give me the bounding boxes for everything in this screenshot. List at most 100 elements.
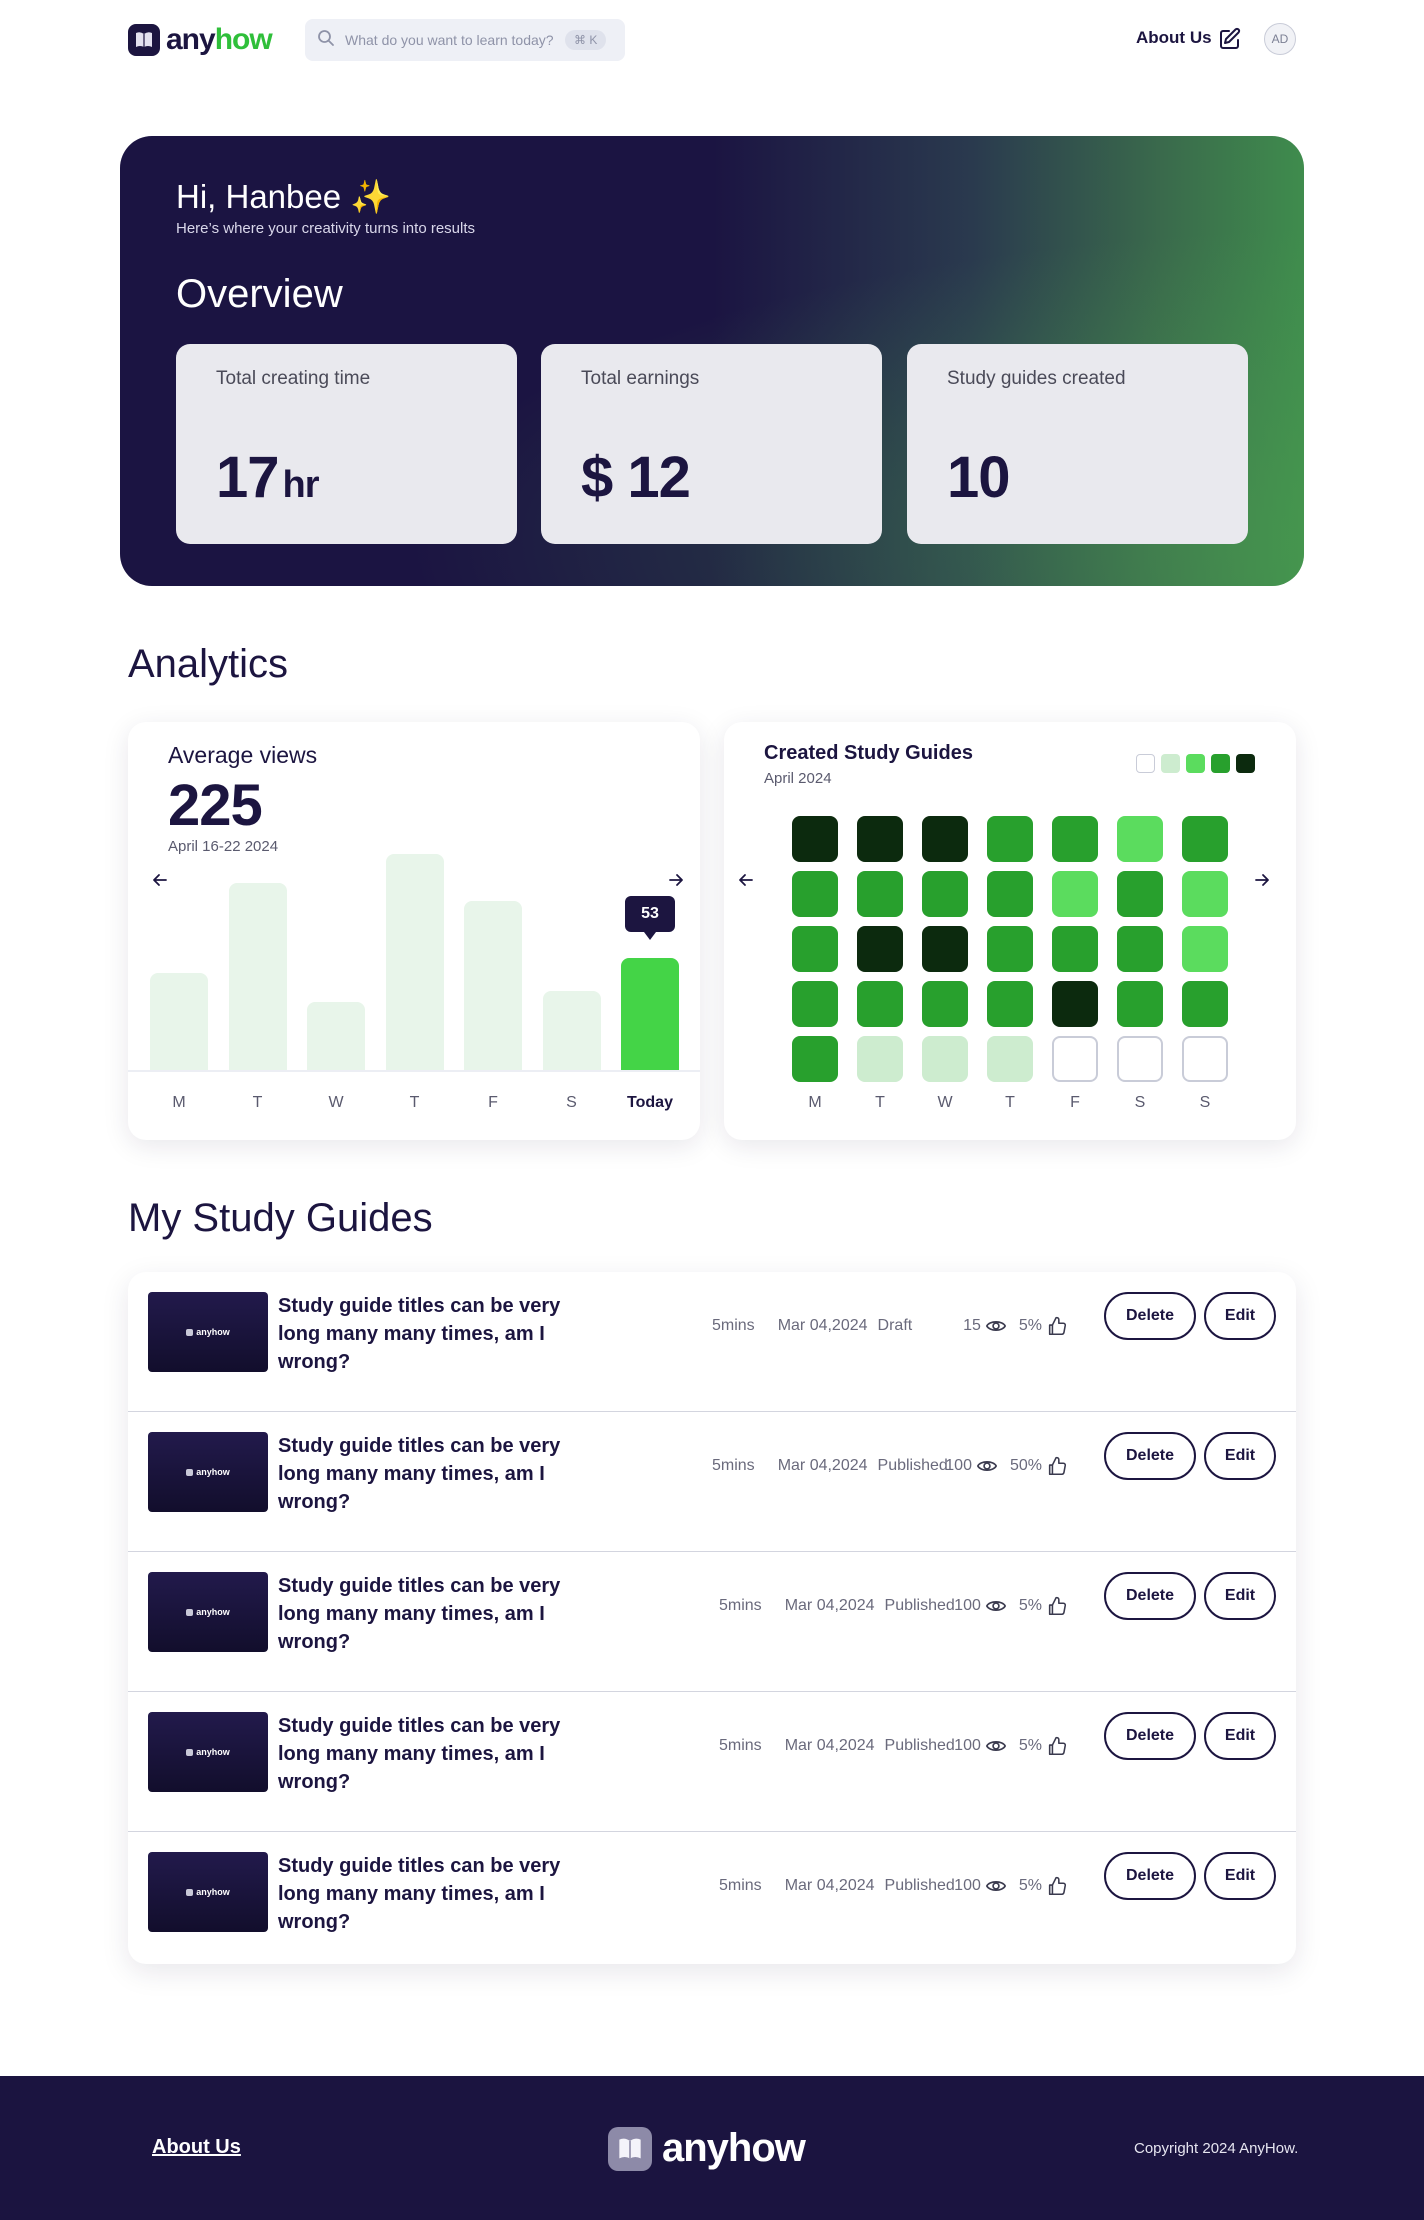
about-us-link[interactable]: About Us [1136, 28, 1212, 47]
heatmap-cell[interactable] [987, 981, 1033, 1027]
heatmap-cell[interactable] [922, 981, 968, 1027]
stat-label: Total creating time [216, 368, 371, 389]
heatmap-cell[interactable] [857, 981, 903, 1027]
heatmap-cell[interactable] [857, 926, 903, 972]
heatmap-cell[interactable] [922, 926, 968, 972]
heatmap-cell[interactable] [792, 926, 838, 972]
delete-button[interactable]: Delete [1104, 1292, 1196, 1340]
heatmap-cell[interactable] [1052, 1036, 1098, 1082]
search-icon [317, 29, 335, 52]
thumbnail-logo: anyhow [186, 1887, 230, 1897]
footer-logo[interactable]: anyhow [608, 2126, 806, 2171]
guide-meta: 5mins Mar 04,2024 Draft [712, 1272, 912, 1380]
heatmap-cell[interactable] [1182, 1036, 1228, 1082]
edit-icon[interactable] [1218, 27, 1242, 51]
views-bar[interactable] [150, 973, 208, 1070]
delete-button[interactable]: Delete [1104, 1852, 1196, 1900]
thumbnail-logo: anyhow [186, 1467, 230, 1477]
heatmap-cell[interactable] [1052, 926, 1098, 972]
search-bar[interactable]: ⌘ K [305, 19, 625, 61]
legend-swatch [1211, 754, 1230, 773]
guide-date: Mar 04,2024 [784, 1737, 875, 1754]
heatmap-cell[interactable] [1052, 981, 1098, 1027]
heatmap-cell[interactable] [857, 871, 903, 917]
day-label: W [328, 1094, 344, 1111]
guide-status: Published [877, 1457, 948, 1474]
guide-title[interactable]: Study guide titles can be very long many… [278, 1715, 561, 1793]
guide-meta: 5mins Mar 04,2024 Published [719, 1552, 955, 1660]
created-guides-card: Created Study Guides April 2024 M T W T F S S [724, 722, 1296, 1140]
heatmap-cell[interactable] [1182, 871, 1228, 917]
heatmap-cell[interactable] [857, 816, 903, 862]
edit-button[interactable]: Edit [1204, 1572, 1276, 1620]
user-avatar[interactable]: AD [1264, 23, 1296, 55]
guide-stats: 100 5% [954, 1692, 1068, 1800]
heatmap-cell[interactable] [1052, 816, 1098, 862]
arrow-left-icon[interactable] [738, 872, 754, 893]
search-input[interactable] [345, 32, 555, 48]
heatmap-cell[interactable] [1117, 816, 1163, 862]
edit-button[interactable]: Edit [1204, 1852, 1276, 1900]
views-bar[interactable] [307, 1002, 365, 1070]
guide-title[interactable]: Study guide titles can be very long many… [278, 1295, 561, 1373]
guide-title[interactable]: Study guide titles can be very long many… [278, 1855, 561, 1933]
search-shortcut-badge: ⌘ K [565, 30, 607, 50]
edit-button[interactable]: Edit [1204, 1292, 1276, 1340]
edit-button[interactable]: Edit [1204, 1712, 1276, 1760]
heatmap-cell[interactable] [792, 871, 838, 917]
guide-title[interactable]: Study guide titles can be very long many… [278, 1575, 561, 1653]
heatmap-cell[interactable] [1117, 926, 1163, 972]
heatmap-cell[interactable] [922, 816, 968, 862]
arrow-right-icon[interactable] [668, 872, 684, 893]
views-bar[interactable] [385, 854, 444, 1070]
views-bar[interactable] [621, 958, 679, 1070]
eye-icon [985, 1735, 1007, 1757]
heatmap-cell[interactable] [792, 981, 838, 1027]
arrow-left-icon[interactable] [152, 872, 168, 893]
heatmap-cell[interactable] [1117, 871, 1163, 917]
guide-thumbnail[interactable]: anyhow [148, 1712, 268, 1792]
heatmap-cell[interactable] [922, 1036, 968, 1082]
study-guide-row[interactable]: anyhow Study guide titles can be very lon… [128, 1552, 1296, 1692]
study-guide-row[interactable]: anyhow Study guide titles can be very lon… [128, 1692, 1296, 1832]
guide-thumbnail[interactable]: anyhow [148, 1852, 268, 1932]
heatmap-cell[interactable] [987, 816, 1033, 862]
heatmap-cell[interactable] [922, 871, 968, 917]
weekday-label: F [1070, 1094, 1080, 1111]
heatmap-cell[interactable] [987, 1036, 1033, 1082]
arrow-right-icon[interactable] [1254, 872, 1270, 893]
heatmap-cell[interactable] [792, 816, 838, 862]
heatmap-cell[interactable] [987, 871, 1033, 917]
footer-about-link[interactable]: About Us [152, 2136, 241, 2158]
thumbnail-logo: anyhow [186, 1327, 230, 1337]
study-guide-row[interactable]: anyhow Study guide titles can be very lon… [128, 1832, 1296, 1964]
views-bar[interactable] [542, 991, 601, 1070]
weekday-label: W [937, 1094, 953, 1111]
study-guide-row[interactable]: anyhow Study guide titles can be very lon… [128, 1272, 1296, 1412]
guide-thumbnail[interactable]: anyhow [148, 1572, 268, 1652]
heatmap-cell[interactable] [1182, 926, 1228, 972]
stat-label: Study guides created [947, 368, 1126, 389]
heatmap-cell[interactable] [1117, 1036, 1163, 1082]
heatmap-cell[interactable] [987, 926, 1033, 972]
study-guide-row[interactable]: anyhow Study guide titles can be very lon… [128, 1412, 1296, 1552]
heatmap-cell[interactable] [857, 1036, 903, 1082]
heatmap-cell[interactable] [1182, 816, 1228, 862]
heatmap-cell[interactable] [1182, 981, 1228, 1027]
edit-button[interactable]: Edit [1204, 1432, 1276, 1480]
guide-thumbnail[interactable]: anyhow [148, 1432, 268, 1512]
guide-title[interactable]: Study guide titles can be very long many… [278, 1435, 561, 1513]
heatmap-cell[interactable] [1117, 981, 1163, 1027]
heatmap-cell[interactable] [792, 1036, 838, 1082]
delete-button[interactable]: Delete [1104, 1712, 1196, 1760]
guide-like-rate: 5% [1018, 1317, 1042, 1334]
book-logo-icon [186, 1888, 194, 1896]
heatmap-cell[interactable] [1052, 871, 1098, 917]
brand-logo[interactable]: anyhow [128, 22, 273, 58]
views-bar[interactable] [228, 883, 287, 1070]
delete-button[interactable]: Delete [1104, 1572, 1196, 1620]
views-bar[interactable] [464, 901, 522, 1070]
delete-button[interactable]: Delete [1104, 1432, 1196, 1480]
views-date-range: April 16-22 2024 [168, 838, 279, 855]
guide-thumbnail[interactable]: anyhow [148, 1292, 268, 1372]
